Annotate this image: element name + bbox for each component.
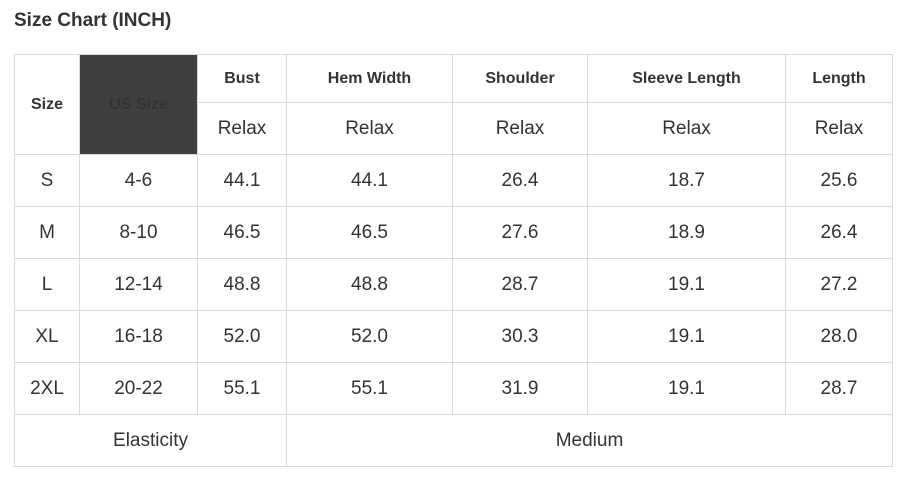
cell-hem-width: 52.0 [286,310,453,363]
cell-length: 28.0 [785,310,893,363]
cell-hem-width: 44.1 [286,154,453,207]
cell-hem-width: 55.1 [286,362,453,415]
cell-shoulder: 26.4 [452,154,588,207]
column-header-length: Length [785,54,893,103]
cell-length: 26.4 [785,206,893,259]
cell-bust: 46.5 [197,206,287,259]
cell-sleeve-length: 18.9 [587,206,786,259]
cell-length: 27.2 [785,258,893,311]
cell-us-size: 16-18 [79,310,198,363]
column-header-bust: Bust [197,54,287,103]
column-header-sleeve-length: Sleeve Length [587,54,786,103]
column-header-hem-width: Hem Width [286,54,453,103]
header-row-fit: Relax Relax Relax Relax Relax [15,102,893,155]
cell-length: 28.7 [785,362,893,415]
cell-shoulder: 31.9 [452,362,588,415]
cell-sleeve-length: 19.1 [587,310,786,363]
cell-sleeve-length: 19.1 [587,258,786,311]
fit-cell-length: Relax [785,102,893,155]
cell-sleeve-length: 19.1 [587,362,786,415]
page-title: Size Chart (INCH) [14,10,172,31]
cell-us-size: 8-10 [79,206,198,259]
cell-shoulder: 28.7 [452,258,588,311]
cell-bust: 44.1 [197,154,287,207]
cell-size: S [14,154,80,207]
cell-bust: 52.0 [197,310,287,363]
column-header-us-size: US Size [79,54,198,155]
cell-size: 2XL [14,362,80,415]
cell-us-size: 12-14 [79,258,198,311]
cell-bust: 48.8 [197,258,287,311]
cell-bust: 55.1 [197,362,287,415]
table-row-2xl: 2XL 20-22 55.1 55.1 31.9 19.1 28.7 [14,362,893,415]
elasticity-label: Elasticity [14,414,287,467]
cell-length: 25.6 [785,154,893,207]
elasticity-row: Elasticity Medium [14,414,893,467]
fit-cell-hem-width: Relax [286,102,453,155]
cell-us-size: 4-6 [79,154,198,207]
table-row-m: M 8-10 46.5 46.5 27.6 18.9 26.4 [14,206,893,259]
cell-size: L [14,258,80,311]
cell-shoulder: 27.6 [452,206,588,259]
table-row-xl: XL 16-18 52.0 52.0 30.3 19.1 28.0 [14,310,893,363]
column-header-size: Size [14,54,80,155]
header-row-main: Size US Size Bust Hem Width Shoulder Sle… [14,54,893,155]
cell-hem-width: 46.5 [286,206,453,259]
cell-hem-width: 48.8 [286,258,453,311]
column-header-shoulder: Shoulder [452,54,588,103]
cell-size: M [14,206,80,259]
table-row-l: L 12-14 48.8 48.8 28.7 19.1 27.2 [14,258,893,311]
table-row-s: S 4-6 44.1 44.1 26.4 18.7 25.6 [14,154,893,207]
fit-cell-sleeve-length: Relax [587,102,786,155]
cell-shoulder: 30.3 [452,310,588,363]
cell-size: XL [14,310,80,363]
elasticity-value: Medium [286,414,893,467]
fit-cell-shoulder: Relax [452,102,588,155]
size-chart-table: Size US Size Bust Hem Width Shoulder Sle… [14,54,893,467]
fit-cell-bust: Relax [197,102,287,155]
cell-us-size: 20-22 [79,362,198,415]
cell-sleeve-length: 18.7 [587,154,786,207]
